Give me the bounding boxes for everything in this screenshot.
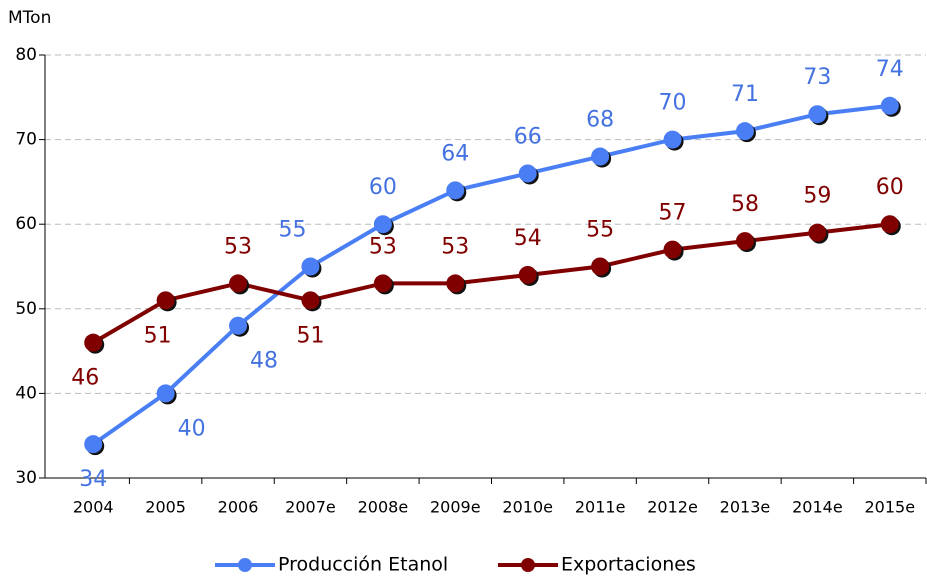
legend-label: Exportaciones bbox=[561, 554, 696, 576]
marker bbox=[808, 223, 827, 242]
marker bbox=[229, 316, 248, 335]
marker bbox=[880, 215, 899, 234]
marker bbox=[373, 274, 392, 293]
data-label: 59 bbox=[803, 184, 831, 209]
marker bbox=[446, 181, 465, 200]
y-tick-label: 30 bbox=[15, 468, 37, 488]
x-tick-label: 2012e bbox=[647, 498, 698, 517]
marker bbox=[880, 96, 899, 115]
data-label: 51 bbox=[144, 323, 172, 348]
marker bbox=[663, 130, 682, 149]
data-label: 55 bbox=[586, 218, 614, 243]
data-label: 60 bbox=[876, 175, 904, 200]
data-label: 40 bbox=[178, 416, 206, 441]
data-label: 60 bbox=[369, 175, 397, 200]
x-tick-label: 2007e bbox=[285, 498, 336, 517]
x-tick-label: 2006 bbox=[218, 498, 259, 517]
data-label: 58 bbox=[731, 192, 759, 217]
data-label: 51 bbox=[296, 323, 324, 348]
x-tick-label: 2004 bbox=[73, 498, 114, 517]
data-label: 64 bbox=[441, 141, 469, 166]
marker bbox=[518, 265, 537, 284]
x-tick-label: 2010e bbox=[502, 498, 553, 517]
marker bbox=[446, 274, 465, 293]
y-tick-label: 50 bbox=[15, 299, 37, 319]
x-tick-label: 2009e bbox=[430, 498, 481, 517]
marker bbox=[735, 122, 754, 141]
marker bbox=[84, 435, 103, 454]
x-tick-label: 2011e bbox=[575, 498, 626, 517]
x-tick-label: 2008e bbox=[358, 498, 409, 517]
marker bbox=[373, 215, 392, 234]
x-tick-label: 2013e bbox=[720, 498, 771, 517]
data-label: 34 bbox=[79, 467, 107, 492]
data-label: 57 bbox=[659, 201, 687, 226]
marker bbox=[591, 257, 610, 276]
marker bbox=[591, 147, 610, 166]
marker bbox=[301, 291, 320, 310]
y-tick-label: 60 bbox=[15, 214, 37, 234]
marker bbox=[808, 105, 827, 124]
y-tick-label: 80 bbox=[15, 45, 37, 65]
series-line bbox=[92, 222, 891, 345]
data-label: 46 bbox=[71, 366, 99, 391]
x-tick-label: 2015e bbox=[865, 498, 916, 517]
data-label: 53 bbox=[369, 234, 397, 259]
data-label: 48 bbox=[250, 349, 278, 374]
marker bbox=[84, 333, 103, 352]
data-label: 73 bbox=[803, 65, 831, 90]
data-label: 55 bbox=[278, 218, 306, 243]
data-label: 53 bbox=[224, 234, 252, 259]
marker bbox=[663, 240, 682, 259]
marker bbox=[301, 257, 320, 276]
y-tick-label: 70 bbox=[15, 130, 37, 150]
data-label: 68 bbox=[586, 108, 614, 133]
y-tick-label: 40 bbox=[15, 383, 37, 403]
data-label: 71 bbox=[731, 82, 759, 107]
series-line bbox=[92, 103, 891, 446]
legend-marker bbox=[521, 558, 535, 572]
data-label: 74 bbox=[876, 57, 904, 82]
marker bbox=[229, 274, 248, 293]
x-tick-label: 2005 bbox=[145, 498, 186, 517]
marker bbox=[518, 164, 537, 183]
data-label: 54 bbox=[514, 226, 542, 251]
marker bbox=[156, 291, 175, 310]
marker bbox=[735, 232, 754, 251]
legend-marker bbox=[238, 558, 252, 572]
y-axis-label: MTon bbox=[8, 8, 51, 28]
data-label: 70 bbox=[659, 91, 687, 116]
data-label: 66 bbox=[514, 124, 542, 149]
marker bbox=[156, 384, 175, 403]
legend-label: Producción Etanol bbox=[278, 554, 448, 576]
x-tick-label: 2014e bbox=[792, 498, 843, 517]
data-label: 53 bbox=[441, 234, 469, 259]
